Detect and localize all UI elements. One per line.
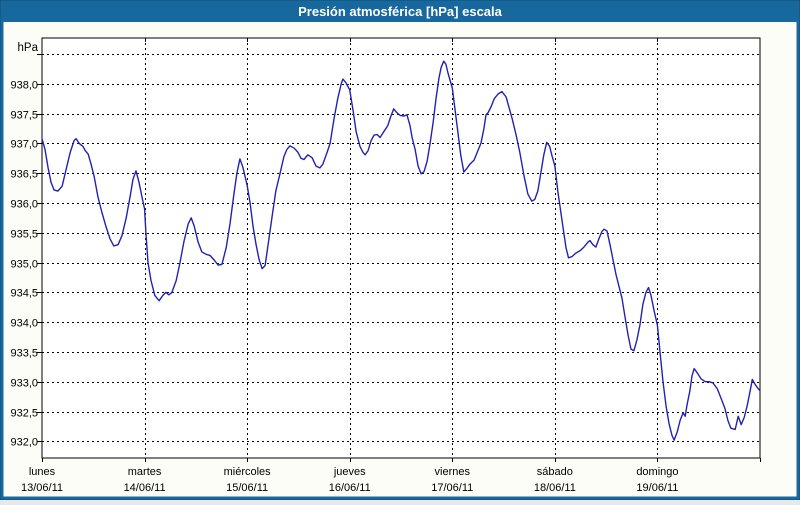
y-tick-label: 933,5 bbox=[10, 348, 38, 360]
y-tick-label: 932,5 bbox=[10, 408, 38, 420]
plot-border bbox=[41, 37, 761, 459]
plot-area bbox=[42, 38, 760, 458]
y-tick-label: 932,0 bbox=[10, 437, 38, 449]
day-name-label: domingo bbox=[636, 466, 678, 478]
y-tick-label: 935,5 bbox=[10, 229, 38, 241]
axis-labels: 938,0 937,5 937,0 936,5 936,0 935,5 935,0 934,5… bbox=[10, 80, 678, 495]
day-name-label: sábado bbox=[537, 466, 573, 478]
axis-ticks bbox=[37, 38, 761, 462]
day-date-label: 14/06/11 bbox=[124, 482, 166, 494]
y-axis-unit-label: hPa bbox=[18, 42, 39, 54]
y-tick-label: 937,5 bbox=[10, 110, 38, 122]
day-name-label: lunes bbox=[29, 466, 56, 478]
gridlines bbox=[42, 38, 760, 458]
y-tick-label: 933,0 bbox=[10, 378, 38, 390]
window-titlebar bbox=[1, 1, 799, 22]
y-tick-label: 936,0 bbox=[10, 199, 38, 211]
day-name-label: jueves bbox=[333, 466, 366, 478]
y-tick-label: 935,0 bbox=[10, 259, 38, 271]
y-tick-label: 937,0 bbox=[10, 139, 38, 151]
day-name-label: miércoles bbox=[224, 466, 272, 478]
pressure-line-series bbox=[41, 60, 761, 441]
day-date-label: 18/06/11 bbox=[534, 482, 576, 494]
day-date-label: 15/06/11 bbox=[226, 482, 268, 494]
day-date-label: 19/06/11 bbox=[636, 482, 678, 494]
window-title: Presión atmosférica [hPa] escala bbox=[298, 4, 503, 19]
y-tick-label: 934,5 bbox=[10, 288, 38, 300]
day-date-label: 16/06/11 bbox=[329, 482, 371, 494]
day-date-label: 13/06/11 bbox=[21, 482, 63, 494]
day-name-label: viernes bbox=[435, 466, 471, 478]
y-tick-label: 936,5 bbox=[10, 169, 38, 181]
day-date-label: 17/06/11 bbox=[431, 482, 473, 494]
y-tick-label: 934,0 bbox=[10, 318, 38, 330]
y-tick-label: 938,0 bbox=[10, 80, 38, 92]
day-name-label: martes bbox=[128, 466, 162, 478]
